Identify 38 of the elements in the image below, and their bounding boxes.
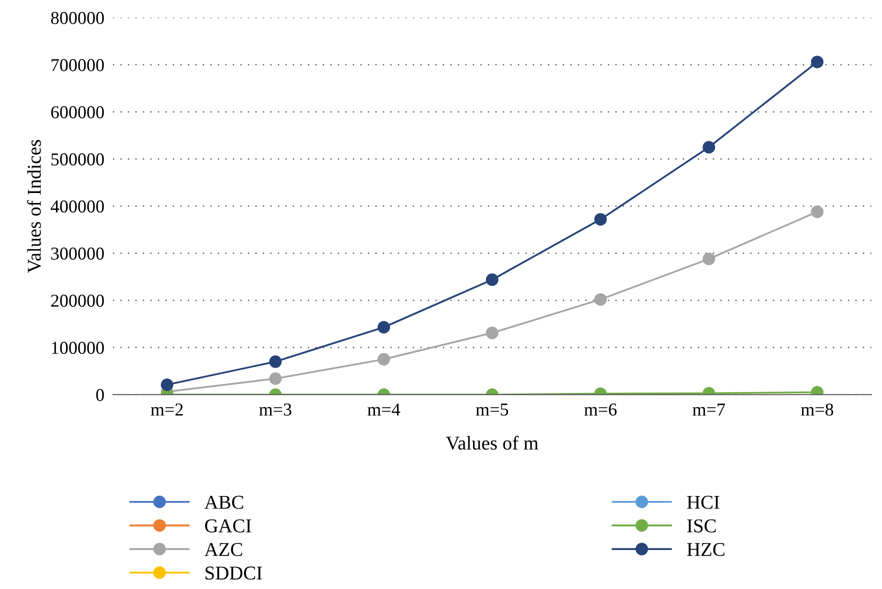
- point: [810, 56, 824, 68]
- point: [378, 353, 390, 366]
- legend-label: ABC: [204, 496, 244, 509]
- y-tick-label: 300000: [51, 248, 104, 260]
- y-tick-label: 500000: [51, 153, 104, 166]
- point: [160, 378, 174, 391]
- point: [594, 213, 607, 226]
- y-tick-label: 800000: [51, 12, 104, 24]
- y-tick-label: 700000: [52, 59, 104, 72]
- legend-label: GACI: [205, 519, 252, 532]
- y-axis-title: Values of Indices: [27, 140, 41, 273]
- x-tick-label: m=6: [584, 404, 617, 416]
- x-tick-label: m=3: [259, 404, 292, 416]
- y-tick-label: 600000: [51, 106, 104, 118]
- point: [486, 273, 498, 286]
- point: [594, 293, 607, 306]
- legend-label: AZC: [204, 542, 242, 556]
- legend-label: SDDCI: [206, 566, 262, 580]
- point: [269, 372, 282, 385]
- x-axis-title: Values of m: [446, 436, 538, 450]
- x-tick-label: m=8: [800, 403, 834, 416]
- x-tick-label: m=7: [692, 404, 725, 416]
- point: [378, 321, 390, 334]
- y-tick-label: 400000: [50, 200, 104, 213]
- x-tick-label: m=4: [368, 404, 400, 416]
- y-tick-label: 200000: [51, 294, 104, 307]
- point: [269, 355, 282, 368]
- legend-label: HCI: [687, 496, 720, 509]
- point: [702, 141, 716, 154]
- point: [702, 252, 716, 266]
- point: [486, 326, 498, 340]
- x-tick-label: m=2: [150, 404, 183, 416]
- x-tick-label: m=5: [476, 404, 508, 416]
- legend-label: HZC: [687, 542, 724, 556]
- y-tick-label: 0: [96, 388, 104, 402]
- legend-label: ISC: [687, 519, 716, 532]
- y-tick-label: 100000: [52, 342, 104, 354]
- point: [810, 206, 824, 218]
